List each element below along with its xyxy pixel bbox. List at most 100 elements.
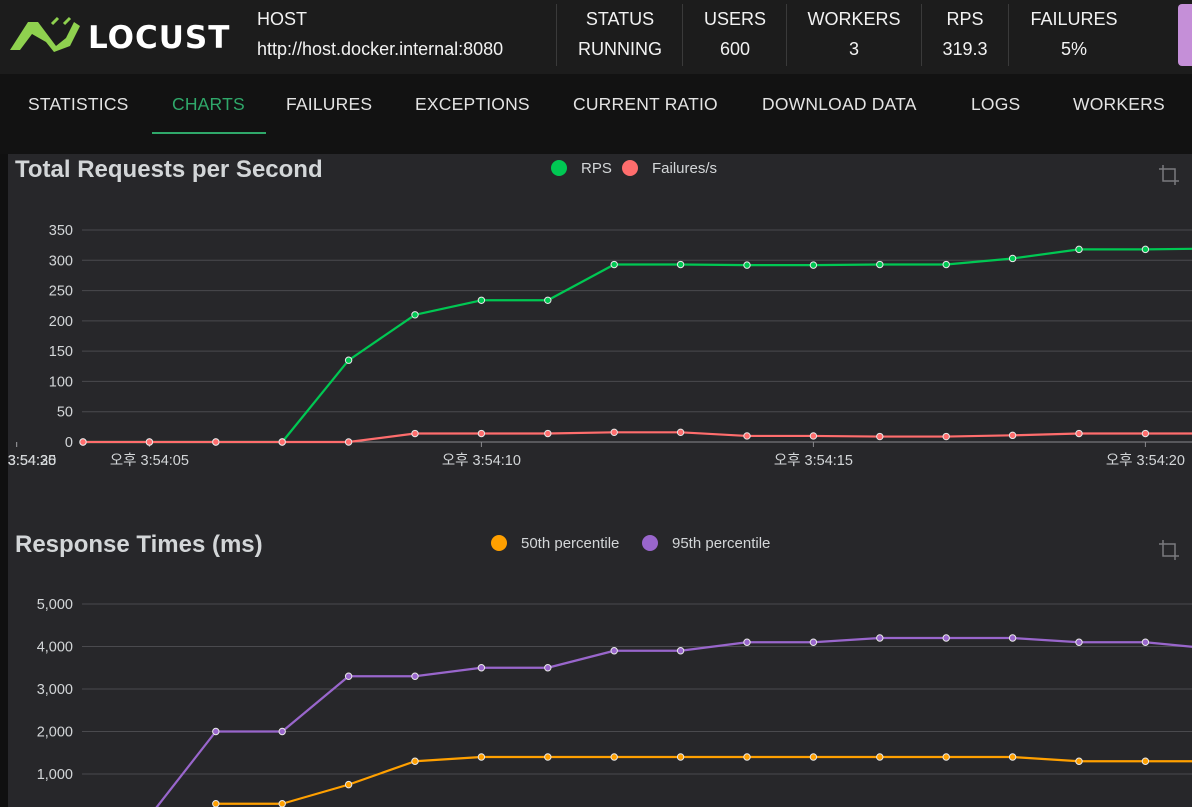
data-point-95th-percentile xyxy=(411,672,419,680)
workers-stat: WORKERS 3 xyxy=(807,8,901,60)
data-point-95th-percentile xyxy=(610,647,618,655)
data-point-failures-s xyxy=(743,432,751,440)
data-point-failures-s xyxy=(411,429,419,438)
data-point-failures-s xyxy=(212,438,220,446)
data-point-50th-percentile xyxy=(1008,753,1017,761)
data-point-50th-percentile xyxy=(1075,757,1083,765)
y-tick-label: 5,000 xyxy=(37,597,73,613)
users-label: USERS xyxy=(704,9,767,29)
data-point-95th-percentile xyxy=(809,638,818,646)
rps-label: RPS xyxy=(946,9,984,29)
tab-workers[interactable]: WORKERS xyxy=(1073,94,1165,114)
legend-item-p50[interactable]: 50th percentile xyxy=(491,535,619,552)
x-tick-label: 오후 3:54:30 xyxy=(8,452,56,469)
legend-label-rps: RPS xyxy=(581,160,612,177)
y-tick-label: 250 xyxy=(49,284,73,300)
x-tick-label: 오후 3:54:15 xyxy=(774,452,853,469)
data-point-rps xyxy=(876,260,884,269)
data-point-rps xyxy=(610,260,618,269)
data-point-95th-percentile xyxy=(1008,634,1017,642)
data-point-95th-percentile xyxy=(212,727,220,736)
rps-stat: RPS 319.3 xyxy=(942,8,988,60)
data-point-failures-s xyxy=(809,432,818,440)
workers-label: WORKERS xyxy=(807,9,901,29)
series-line-95th-percentile xyxy=(155,636,1192,807)
data-point-50th-percentile xyxy=(344,780,353,789)
data-point-rps xyxy=(544,296,552,304)
tab-charts[interactable]: CHARTS xyxy=(172,94,245,114)
header-divider xyxy=(921,4,922,66)
data-point-95th-percentile xyxy=(743,638,751,646)
legend-dot-rps xyxy=(551,160,567,176)
users-stat: USERS 600 xyxy=(704,8,766,60)
data-point-failures-s xyxy=(610,428,618,437)
response-times-chart: 1,000 2,000 3,000 4,000 5,000 xyxy=(37,597,1192,807)
data-point-50th-percentile xyxy=(676,753,685,761)
data-point-failures-s xyxy=(876,432,884,441)
data-point-50th-percentile xyxy=(610,753,618,761)
data-point-95th-percentile xyxy=(1075,638,1083,646)
zoom-icon[interactable] xyxy=(1158,164,1180,186)
locust-logo[interactable]: LOCUST xyxy=(8,16,238,56)
legend-label-failures: Failures/s xyxy=(652,160,718,177)
legend-item-rps[interactable]: RPS xyxy=(551,160,612,177)
data-point-50th-percentile xyxy=(477,753,486,761)
zoom-icon[interactable] xyxy=(1158,539,1180,561)
series-line-50th-percentile xyxy=(215,755,1192,805)
tab-current-ratio[interactable]: CURRENT RATIO xyxy=(573,94,718,114)
data-point-95th-percentile xyxy=(544,664,552,672)
x-tick-label: 오후 3:54:10 xyxy=(442,452,521,469)
y-tick-label: 150 xyxy=(49,344,73,360)
data-point-50th-percentile xyxy=(743,753,751,761)
data-point-rps xyxy=(1141,245,1150,254)
x-tick-label: 오후 3:54:05 xyxy=(110,452,189,469)
y-tick-label: 200 xyxy=(49,314,73,330)
data-point-50th-percentile xyxy=(411,757,419,765)
data-point-failures-s xyxy=(1075,429,1083,438)
tab-failures[interactable]: FAILURES xyxy=(286,94,373,114)
status-stat: STATUS RUNNING xyxy=(578,8,662,60)
host-value: http://host.docker.internal:8080 xyxy=(257,39,504,59)
status-value: RUNNING xyxy=(578,39,662,59)
data-point-95th-percentile xyxy=(876,634,884,642)
legend-dot-p50 xyxy=(491,535,507,551)
active-tab-indicator xyxy=(152,132,266,134)
legend-label-p95: 95th percentile xyxy=(672,535,771,552)
legend-dot-failures xyxy=(622,160,638,176)
x-tick-label: 오후 3:54:35 xyxy=(8,452,56,469)
data-point-failures-s xyxy=(942,432,950,441)
users-value: 600 xyxy=(719,39,751,59)
rps-value: 319.3 xyxy=(942,39,988,59)
legend-item-p95[interactable]: 95th percentile xyxy=(642,535,770,552)
data-point-failures-s xyxy=(544,429,552,438)
y-tick-label: 350 xyxy=(49,223,73,239)
y-tick-label: 50 xyxy=(57,405,73,421)
legend-item-failures[interactable]: Failures/s xyxy=(622,160,717,177)
response-times-panel: Response Times (ms) 50th percentile 95th… xyxy=(8,498,1192,807)
failures-label: FAILURES xyxy=(1030,9,1118,29)
data-point-rps xyxy=(743,261,751,269)
data-point-50th-percentile xyxy=(809,753,818,761)
data-point-95th-percentile xyxy=(942,634,950,642)
rps-chart: 0 50 100 150 200 250 300 350 오후 3:54:05 오후 3:54:1… xyxy=(8,223,1192,469)
data-point-50th-percentile xyxy=(278,800,286,807)
data-point-50th-percentile xyxy=(1141,757,1150,765)
failures-stat: FAILURES 5% xyxy=(1029,8,1119,60)
y-tick-label: 0 xyxy=(65,435,73,451)
tab-statistics[interactable]: STATISTICS xyxy=(28,94,129,114)
tab-exceptions[interactable]: EXCEPTIONS xyxy=(415,94,530,114)
header-action-button[interactable] xyxy=(1178,4,1192,66)
rps-chart-panel: Total Requests per Second RPS Failures/s… xyxy=(8,154,1192,498)
data-point-failures-s xyxy=(676,428,685,437)
response-times-title: Response Times (ms) xyxy=(15,531,263,558)
data-point-95th-percentile xyxy=(278,727,286,736)
data-point-95th-percentile xyxy=(1141,638,1150,646)
data-point-50th-percentile xyxy=(212,800,220,807)
nav-tabs: STATISTICS CHARTS FAILURES EXCEPTIONS CU… xyxy=(0,74,1192,154)
y-tick-label: 3,000 xyxy=(37,682,73,698)
header-divider xyxy=(786,4,787,66)
tab-download-data[interactable]: DOWNLOAD DATA xyxy=(762,94,917,114)
tab-logs[interactable]: LOGS xyxy=(971,94,1021,114)
x-tick-label: 오후 3:54:25 xyxy=(8,452,56,469)
data-point-rps xyxy=(676,260,685,269)
